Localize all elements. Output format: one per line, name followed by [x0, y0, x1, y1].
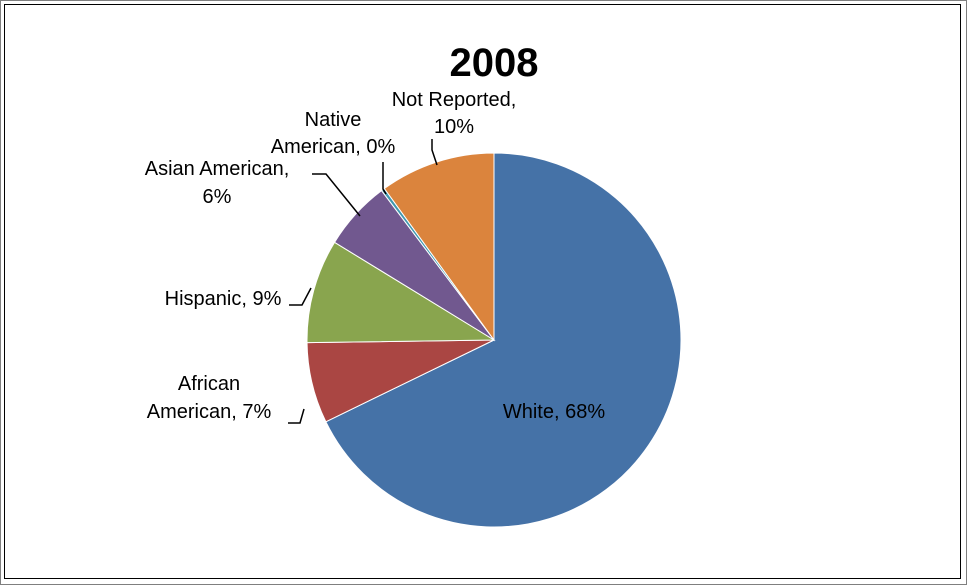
data-label-line: Asian American,: [145, 158, 290, 180]
data-label-5: Not Reported, 10%: [392, 89, 517, 138]
data-label-line: Not Reported,: [392, 89, 517, 111]
data-label-3: Asian American, 6%: [145, 158, 290, 208]
data-label-line: 10%: [434, 116, 474, 138]
leader-line-2: [289, 287, 312, 306]
leader-lines: [288, 139, 438, 424]
data-label-line: African: [178, 373, 240, 395]
data-label-line: American, 7%: [147, 401, 272, 423]
data-label-line: Native: [305, 109, 362, 131]
data-labels: White, 68% African American, 7% Hispanic, 9…: [145, 89, 606, 423]
data-label-2: Hispanic, 9%: [165, 288, 282, 310]
pie-slice-0: [325, 152, 682, 528]
data-label-0: White, 68%: [503, 401, 605, 423]
data-label-line: Hispanic, 9%: [165, 288, 282, 310]
leader-line-3: [312, 173, 361, 217]
data-label-4: Native American, 0%: [271, 109, 396, 158]
data-label-1: African American, 7%: [147, 373, 272, 423]
leader-line-1: [288, 408, 305, 424]
chart-title: 2008: [450, 41, 539, 85]
chart-inner-border: [4, 4, 961, 579]
data-label-line: White, 68%: [503, 401, 605, 423]
data-label-line: 6%: [203, 186, 232, 208]
data-label-line: American, 0%: [271, 136, 396, 158]
pie-slice-2: [306, 241, 496, 344]
leader-line-4: [382, 162, 387, 195]
pie-slices: [306, 152, 682, 528]
leader-line-5: [431, 139, 438, 166]
